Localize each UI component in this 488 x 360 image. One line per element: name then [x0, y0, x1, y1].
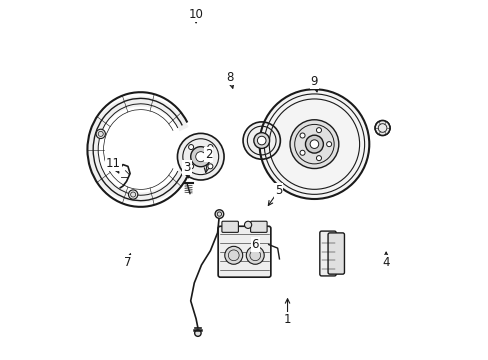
Circle shape [207, 164, 212, 169]
Circle shape [195, 152, 205, 162]
Circle shape [207, 145, 212, 149]
Circle shape [244, 221, 251, 228]
Circle shape [190, 147, 210, 167]
Text: 5: 5 [274, 184, 282, 197]
FancyBboxPatch shape [218, 226, 270, 277]
Text: 3: 3 [183, 161, 190, 174]
Text: 1: 1 [283, 313, 291, 327]
Circle shape [215, 210, 223, 219]
Circle shape [194, 330, 201, 336]
Circle shape [289, 120, 338, 168]
Text: 8: 8 [226, 71, 233, 84]
Circle shape [188, 164, 193, 169]
Circle shape [177, 134, 224, 180]
Circle shape [300, 150, 305, 155]
Circle shape [316, 128, 321, 133]
Circle shape [259, 89, 368, 199]
Circle shape [305, 135, 323, 153]
Circle shape [246, 246, 264, 264]
Text: 10: 10 [188, 8, 203, 21]
Text: 4: 4 [382, 256, 389, 269]
Wedge shape [87, 96, 188, 203]
Circle shape [243, 122, 280, 159]
Circle shape [253, 133, 269, 148]
Circle shape [309, 140, 318, 148]
Circle shape [326, 141, 331, 147]
Circle shape [96, 129, 105, 139]
Circle shape [316, 156, 321, 161]
Text: 11: 11 [106, 157, 121, 170]
FancyBboxPatch shape [327, 233, 344, 274]
Text: 9: 9 [310, 75, 318, 88]
Circle shape [257, 136, 265, 145]
Circle shape [300, 133, 305, 138]
Text: 2: 2 [204, 148, 212, 161]
Text: 7: 7 [124, 256, 131, 269]
FancyBboxPatch shape [319, 231, 336, 276]
Circle shape [128, 190, 138, 199]
Text: 6: 6 [251, 238, 259, 251]
FancyBboxPatch shape [222, 221, 238, 232]
FancyBboxPatch shape [250, 221, 266, 232]
Circle shape [374, 121, 389, 135]
Circle shape [224, 246, 242, 264]
Circle shape [188, 145, 193, 149]
